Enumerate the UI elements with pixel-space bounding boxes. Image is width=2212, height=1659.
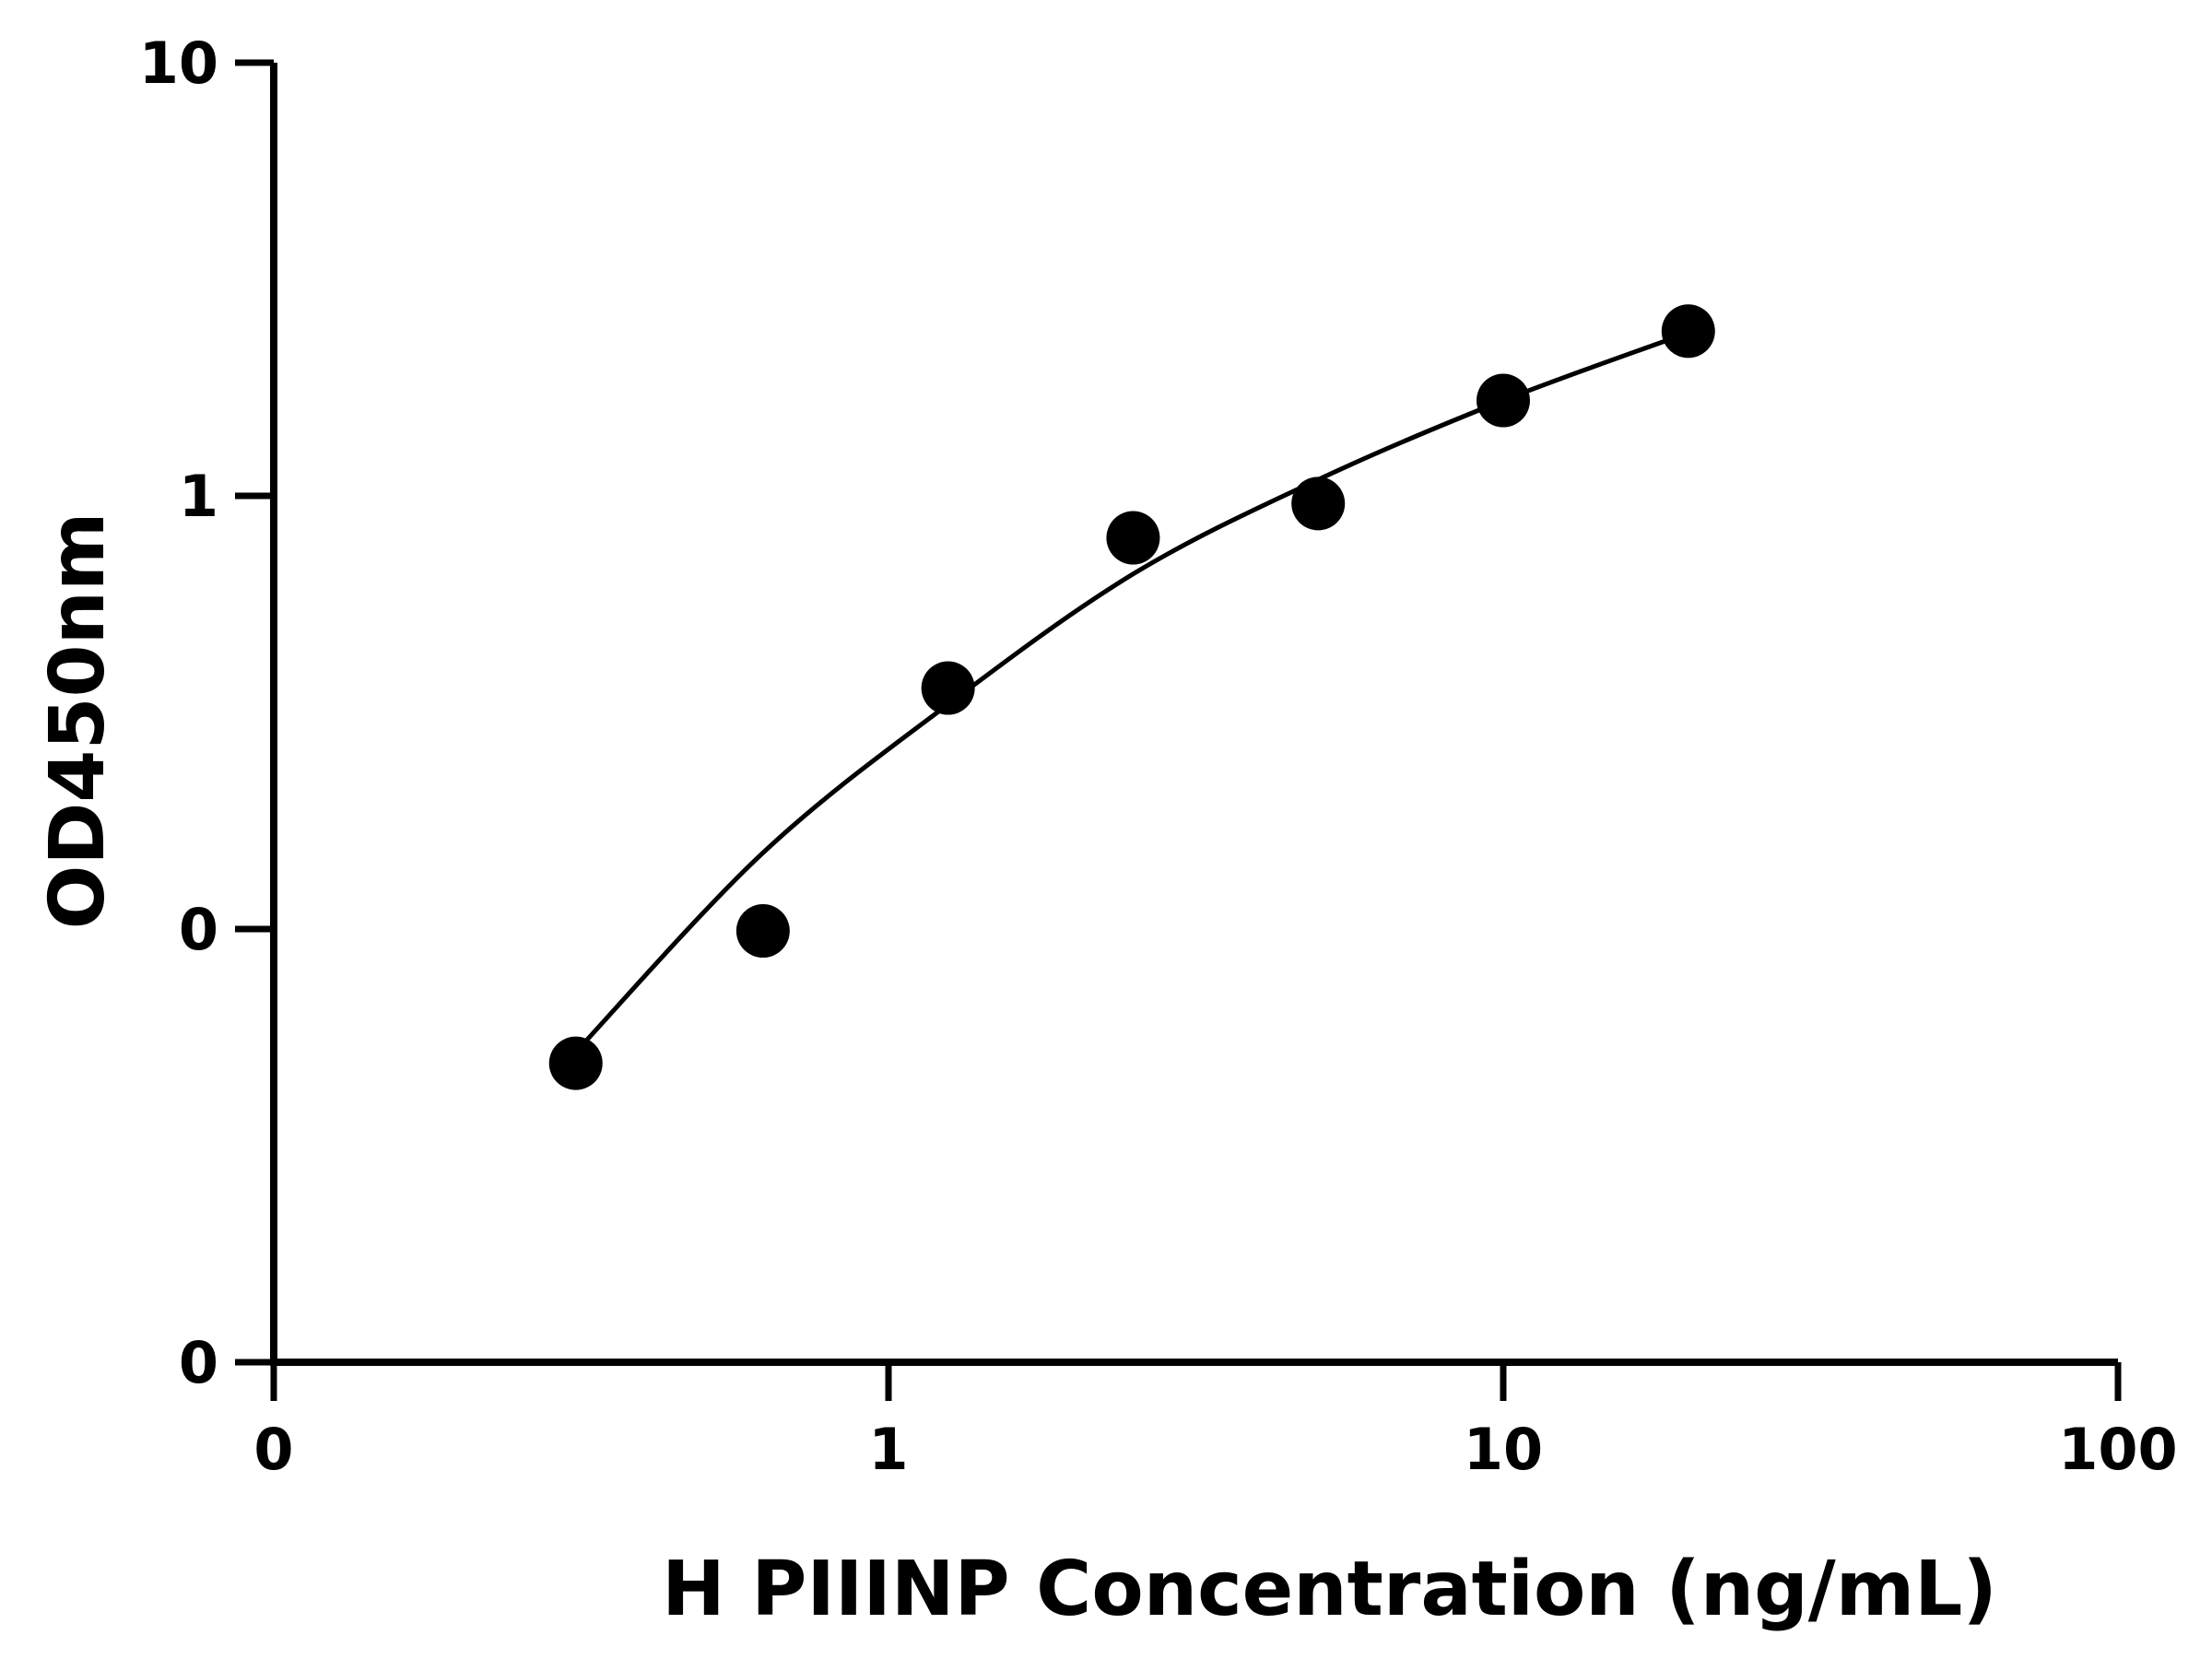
y-tick-label: 10: [139, 29, 218, 97]
axes: [270, 63, 2118, 1366]
y-ticks: 0 0 1 10: [139, 29, 274, 1396]
data-point: [1477, 373, 1530, 428]
y-tick-label: 0: [179, 1329, 218, 1396]
x-tick-label: 10: [1464, 1416, 1543, 1483]
x-tick-label: 1: [868, 1416, 908, 1483]
data-point: [1291, 477, 1346, 531]
data-point: [921, 661, 975, 715]
y-tick-label: 0: [179, 896, 218, 963]
x-ticks: 0 1 10 100: [253, 1362, 2178, 1483]
x-tick-label: 100: [2058, 1416, 2177, 1483]
y-tick-label: 1: [179, 463, 218, 530]
x-tick-label: 0: [253, 1416, 293, 1483]
x-axis-title: H PIIINP Concentration (ng/mL): [662, 1546, 1997, 1633]
y-axis-title: OD450nm: [34, 512, 122, 930]
data-points: [548, 304, 1715, 1090]
data-point: [1106, 511, 1160, 565]
data-point: [548, 1036, 603, 1090]
data-point: [1661, 304, 1715, 359]
data-point: [735, 904, 790, 959]
